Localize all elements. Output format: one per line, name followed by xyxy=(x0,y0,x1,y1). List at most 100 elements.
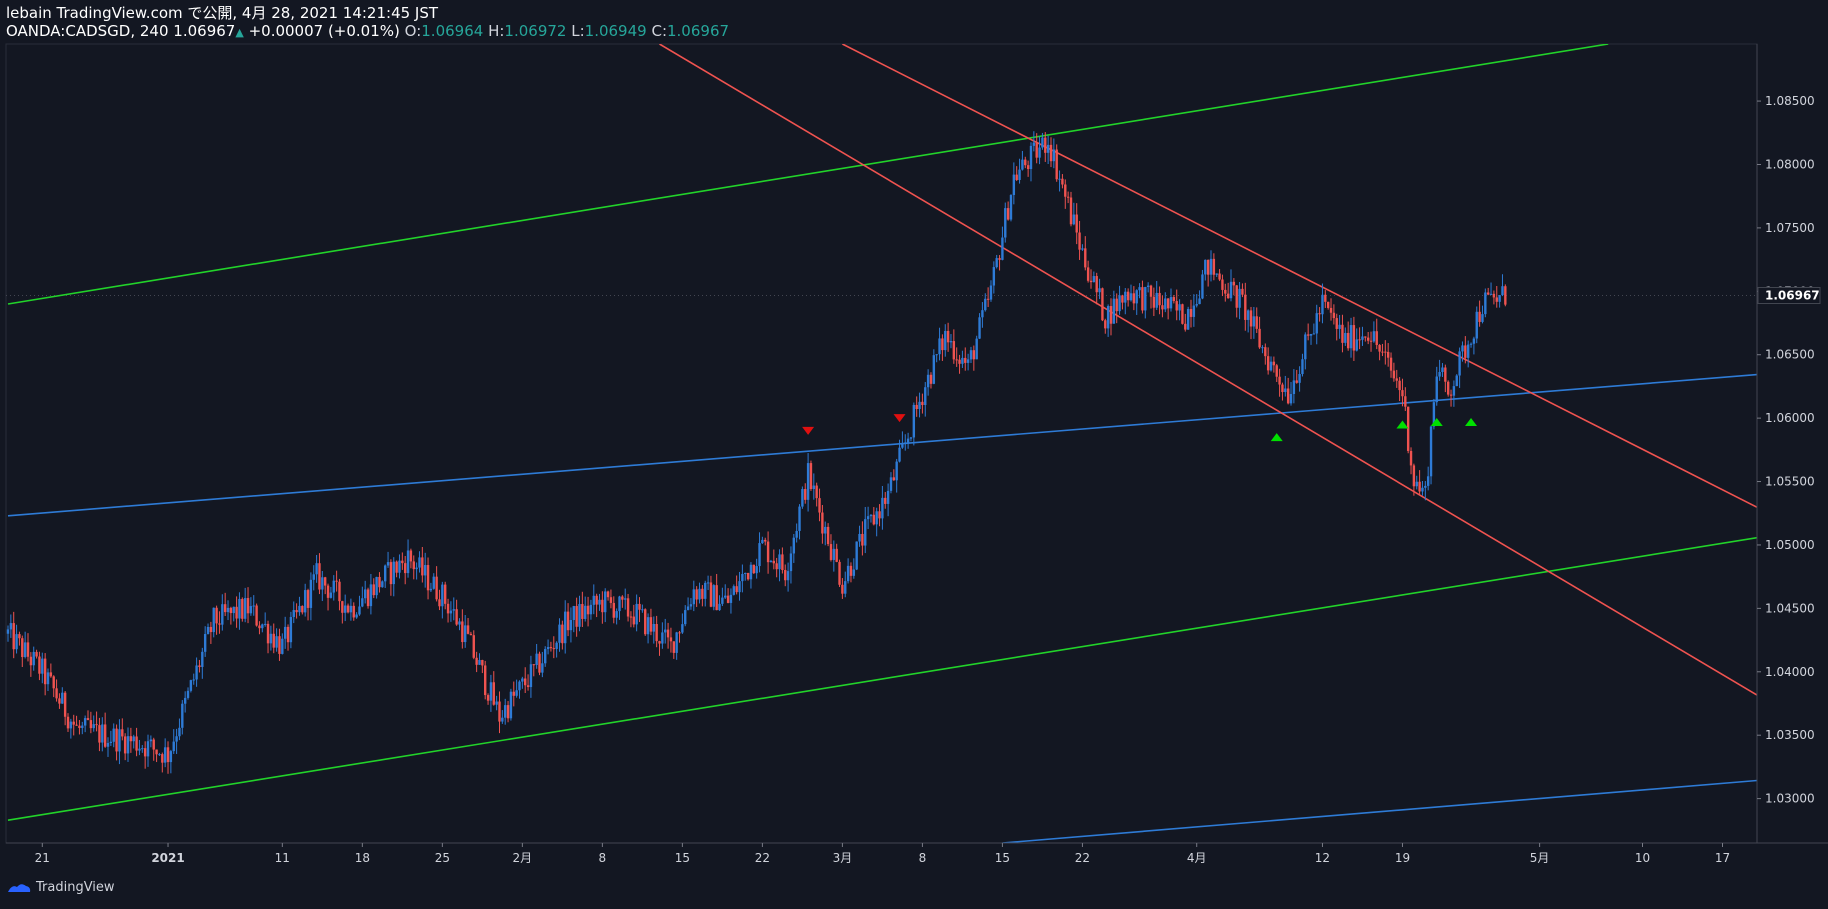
candle xyxy=(252,595,255,616)
candle xyxy=(192,673,195,685)
candle-body xyxy=(1229,281,1233,299)
candle-body xyxy=(946,330,950,343)
candle-body xyxy=(312,574,315,580)
candle xyxy=(555,641,558,658)
candle xyxy=(72,714,75,736)
candle xyxy=(401,552,404,570)
candle xyxy=(978,313,981,340)
candle xyxy=(1352,316,1356,361)
candle-body xyxy=(323,577,327,586)
candle-body xyxy=(392,561,395,585)
candle-body xyxy=(1081,248,1084,250)
candle-body xyxy=(801,489,804,507)
candle xyxy=(1281,382,1284,401)
candle-body xyxy=(1412,465,1416,487)
candle-body xyxy=(26,642,30,657)
candle-body xyxy=(1038,147,1041,158)
candle xyxy=(1161,295,1164,318)
candle xyxy=(1172,294,1176,304)
candle xyxy=(29,652,33,677)
candle xyxy=(1164,292,1167,313)
candle-body xyxy=(406,550,410,574)
candle-body xyxy=(1449,394,1453,396)
candle-body xyxy=(815,485,818,499)
candle xyxy=(206,623,210,635)
high-label: H: xyxy=(488,22,505,40)
candle xyxy=(352,602,355,621)
candle-body xyxy=(1201,274,1204,299)
candle-body xyxy=(589,604,593,615)
candle xyxy=(675,631,678,660)
candle-body xyxy=(1015,174,1018,180)
candle xyxy=(1066,191,1070,204)
change-value: +0.00007 (+0.01%) xyxy=(248,22,400,40)
candle-body xyxy=(1415,481,1418,487)
candle-body xyxy=(701,588,704,599)
candle-body xyxy=(881,497,884,519)
candle-body xyxy=(689,604,693,607)
candle xyxy=(1341,314,1344,353)
candle xyxy=(146,734,150,767)
candle-body xyxy=(1486,292,1490,295)
candle xyxy=(1124,288,1127,315)
candle xyxy=(1266,347,1270,375)
candle xyxy=(9,614,13,638)
candle-body xyxy=(115,728,118,752)
candle-body xyxy=(841,584,844,594)
candle xyxy=(1275,363,1278,382)
candle xyxy=(32,646,35,671)
candle xyxy=(215,605,218,635)
trendline-red-4 xyxy=(659,44,1757,697)
candle xyxy=(1415,475,1418,490)
candle xyxy=(549,641,553,652)
candle-body xyxy=(1055,149,1058,180)
candle-body xyxy=(446,603,450,614)
candle xyxy=(884,492,887,509)
candle xyxy=(1052,138,1056,169)
candle xyxy=(26,633,30,662)
candle-body xyxy=(875,511,878,525)
candle xyxy=(338,578,341,611)
candle-body xyxy=(809,463,813,490)
candle xyxy=(1064,179,1067,209)
candle xyxy=(484,660,487,700)
y-tick-label: 1.06000 xyxy=(1765,411,1815,425)
candle xyxy=(1272,356,1276,373)
candle xyxy=(369,573,373,615)
candle xyxy=(392,557,395,597)
candle xyxy=(158,752,161,756)
candle xyxy=(578,595,581,632)
candle-body xyxy=(401,560,404,564)
candle xyxy=(592,584,595,615)
candle xyxy=(1318,307,1321,322)
candle-body xyxy=(255,605,258,626)
candle-body xyxy=(286,626,290,643)
candle xyxy=(886,483,890,517)
candle-body xyxy=(75,724,78,726)
candle-body xyxy=(1246,310,1250,320)
candle-body xyxy=(598,599,601,605)
candle xyxy=(218,611,221,634)
candle-body xyxy=(1401,390,1404,397)
candle-body xyxy=(735,586,738,593)
candle-body xyxy=(529,664,533,688)
candle xyxy=(849,562,853,583)
candle-body xyxy=(69,721,73,729)
candle-body xyxy=(1381,351,1384,353)
candle xyxy=(1058,170,1061,192)
candle xyxy=(1001,226,1004,261)
candle-body xyxy=(1435,376,1438,403)
candle xyxy=(1235,284,1238,318)
symbol-label[interactable]: OANDA:CADSGD, 240 xyxy=(6,22,169,40)
candle xyxy=(624,588,627,610)
candle xyxy=(1444,364,1447,393)
candle-body xyxy=(1098,288,1101,293)
candle-body xyxy=(1495,297,1498,302)
candle-body xyxy=(761,539,764,544)
candle-body xyxy=(1189,309,1193,317)
candle-body xyxy=(866,516,870,520)
candle-body xyxy=(226,607,230,613)
last-price: 1.06967 xyxy=(173,22,236,40)
candle xyxy=(935,354,938,363)
